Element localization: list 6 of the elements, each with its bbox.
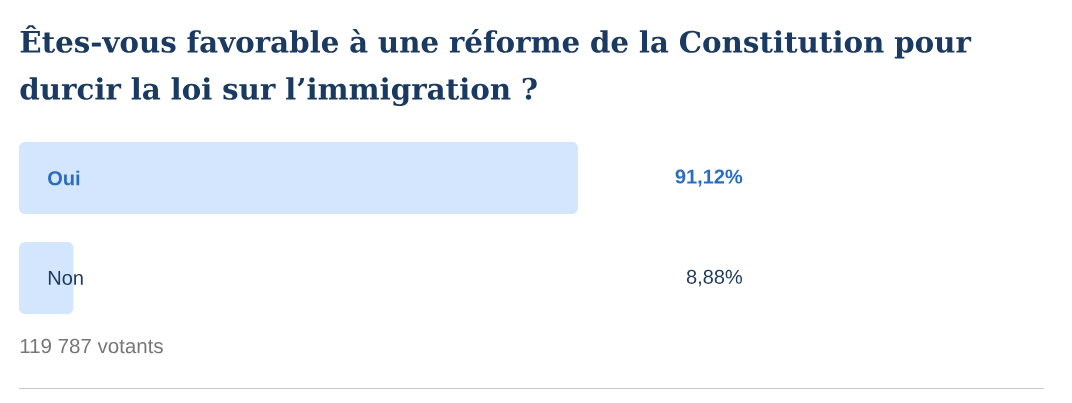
chart-title: Êtes-vous favorable à une réforme de la Constitution pour durcir la loi sur l’immigration ?	[20, 25, 972, 106]
data-label: 8,88%	[686, 269, 743, 287]
data-label: 91,12%	[675, 169, 743, 187]
y-tick-label: Oui	[48, 170, 80, 186]
y-tick-label: Non	[48, 271, 83, 285]
text: 119 787 votants	[20, 338, 163, 354]
